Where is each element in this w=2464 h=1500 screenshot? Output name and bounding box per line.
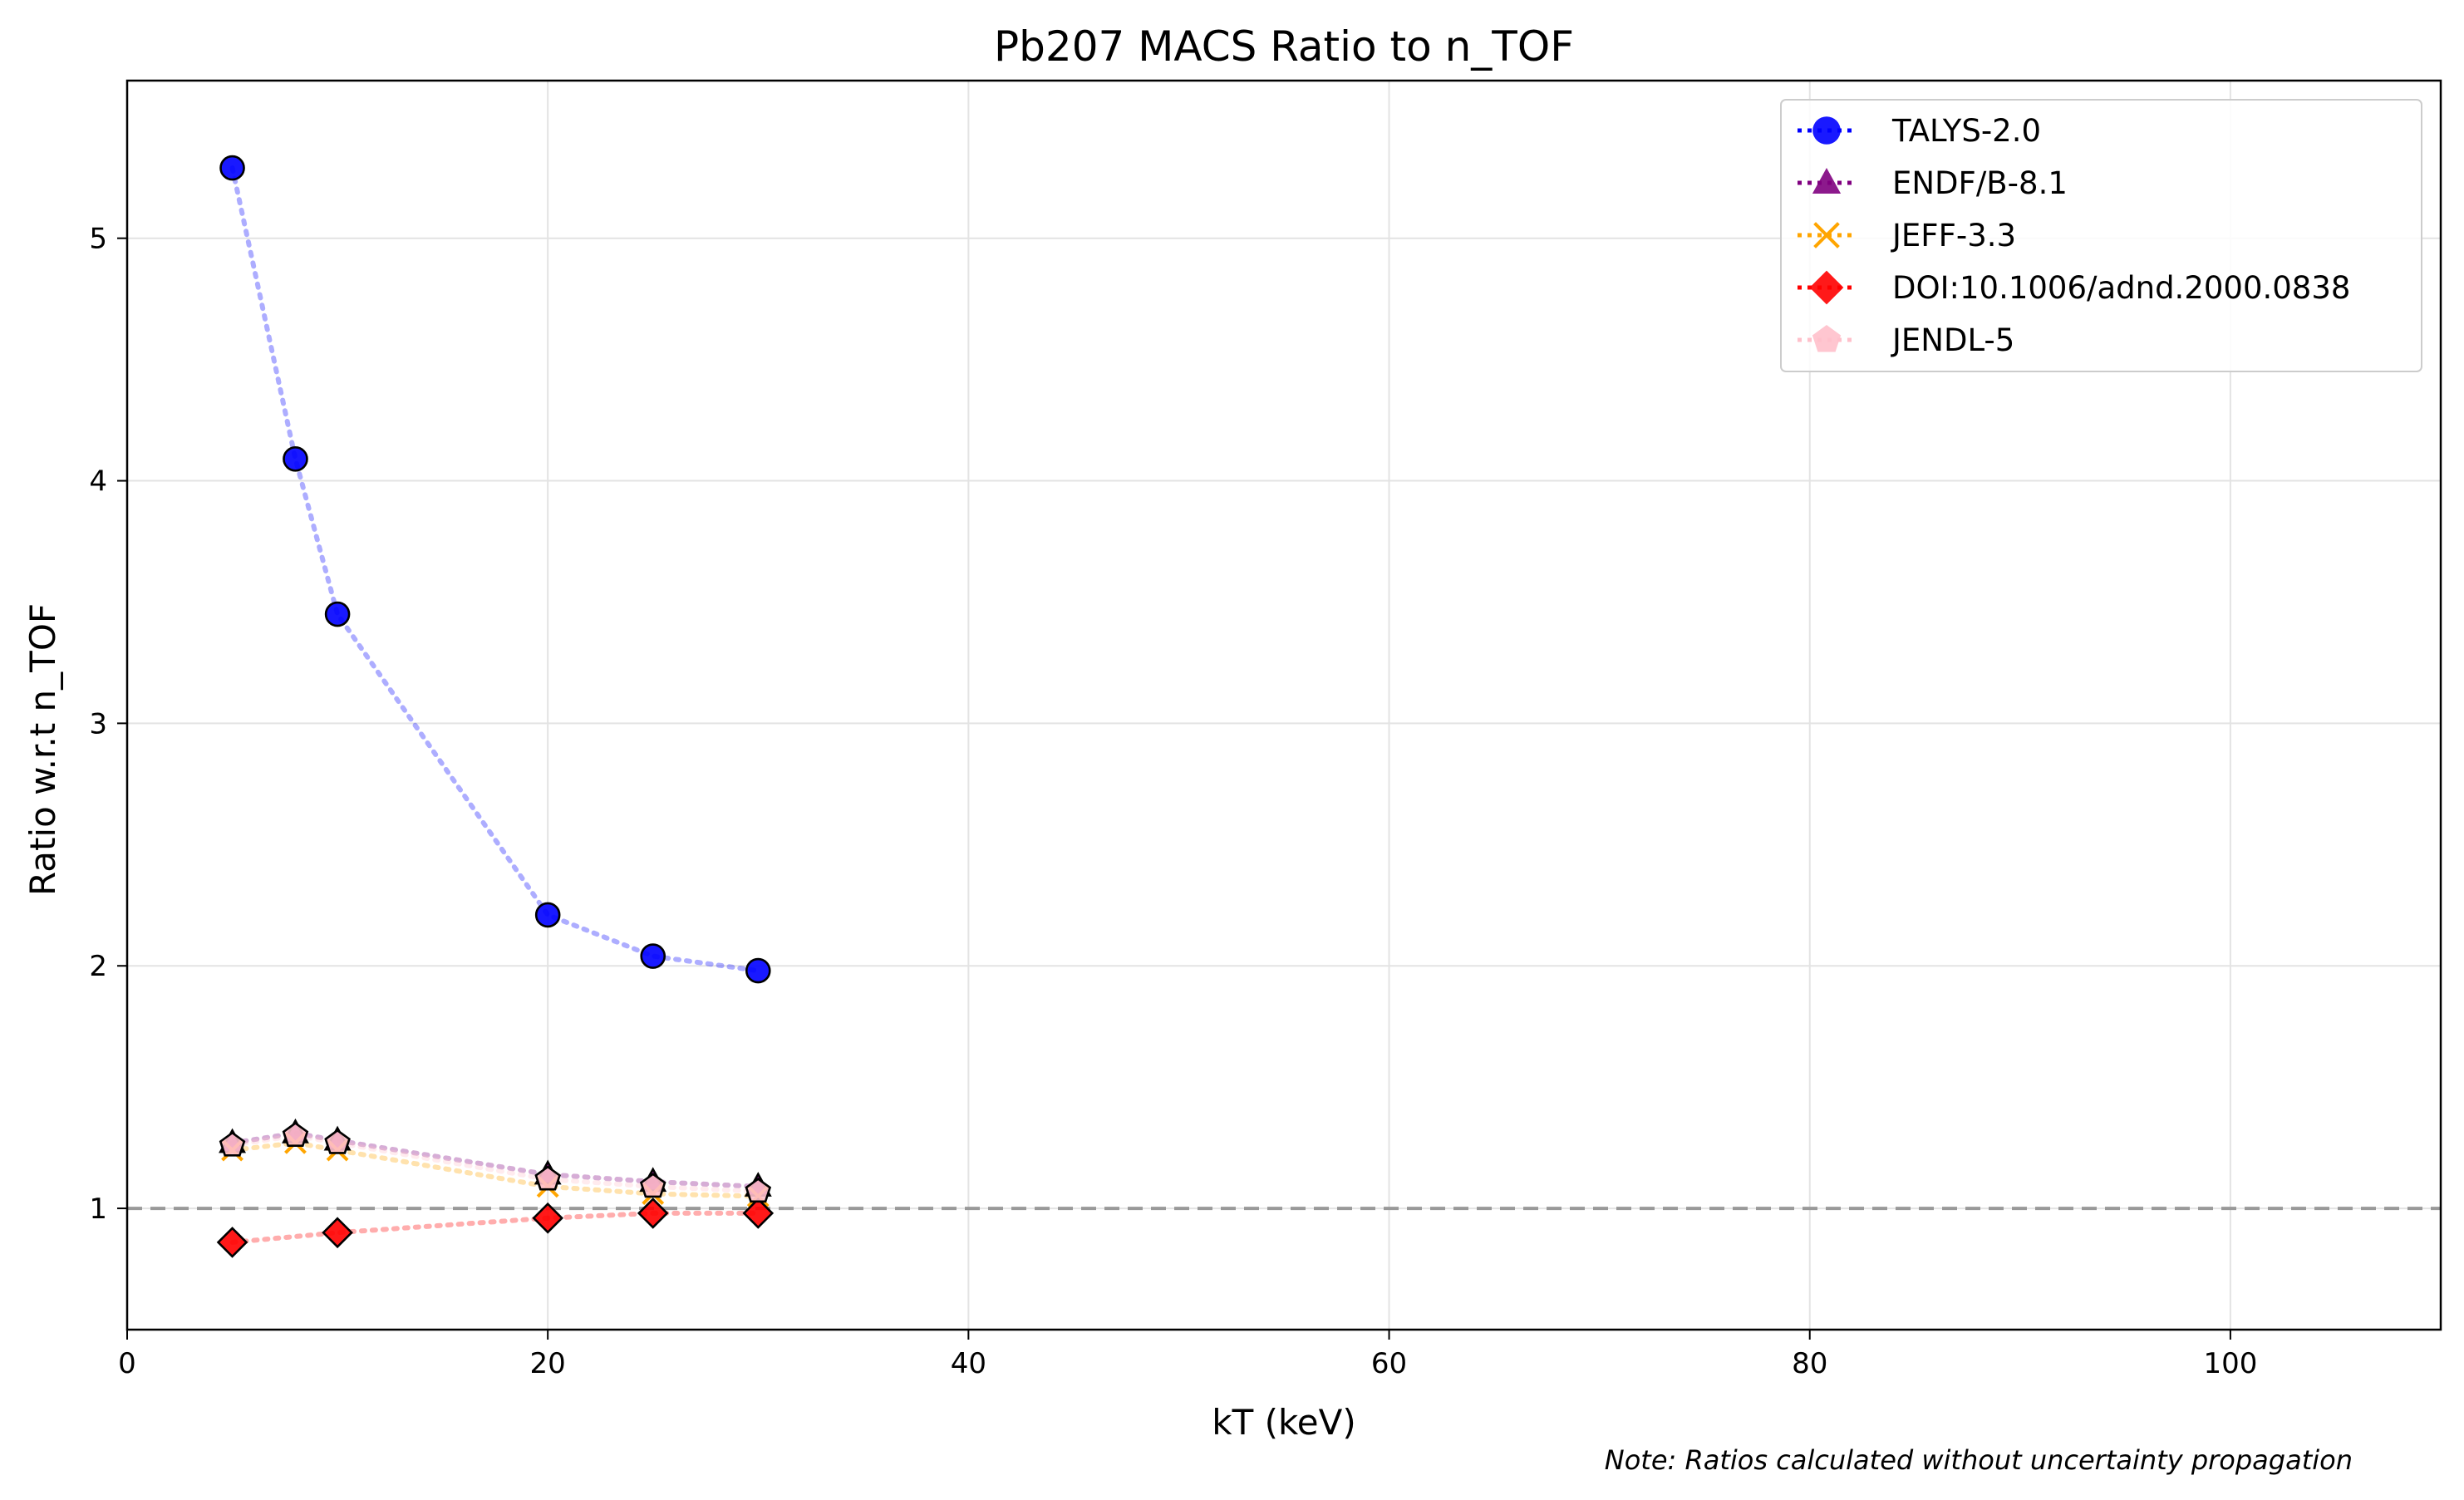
legend-marker-swatch xyxy=(1812,168,1842,194)
legend-box xyxy=(1780,99,2422,372)
legend-label: JEFF-3.3 xyxy=(1891,218,2016,253)
data-point xyxy=(534,902,561,928)
axis-ticks: 0 20 40 60 80 100 1 2 3 4 5 xyxy=(89,223,2257,1380)
series-points-jendl-5 xyxy=(219,1121,772,1203)
data-point xyxy=(282,1121,309,1147)
data-point xyxy=(219,155,245,181)
data-point xyxy=(283,445,308,472)
y-tick-label: 4 xyxy=(89,465,107,499)
legend-label: ENDF/B-8.1 xyxy=(1892,165,2068,201)
data-point xyxy=(745,957,771,984)
data-point xyxy=(216,1227,248,1258)
x-tick-label: 40 xyxy=(951,1347,986,1380)
data-point xyxy=(742,1198,775,1229)
legend-entry: TALYS-2.0 xyxy=(1798,113,2041,149)
legend-label: TALYS-2.0 xyxy=(1891,113,2041,149)
data-point xyxy=(534,1165,561,1191)
data-point xyxy=(219,1131,246,1157)
x-tick-label: 80 xyxy=(1792,1347,1827,1380)
data-point xyxy=(532,1202,564,1234)
data-point xyxy=(745,1178,772,1203)
legend-entry: JEFF-3.3 xyxy=(1798,218,2016,253)
y-tick-label: 3 xyxy=(89,707,107,740)
series-line-talys-2-0 xyxy=(229,165,761,974)
y-tick-label: 2 xyxy=(89,950,107,983)
y-tick-label: 1 xyxy=(89,1193,107,1226)
legend-entry: JENDL-5 xyxy=(1798,322,2014,358)
legend-marker-swatch xyxy=(1812,325,1842,352)
legend-label: JENDL-5 xyxy=(1891,322,2014,358)
series-points-talys-2-0 xyxy=(219,155,771,984)
x-tick-label: 100 xyxy=(2203,1347,2257,1380)
data-point xyxy=(324,601,351,627)
x-marker-stroke xyxy=(1813,222,1840,248)
data-point xyxy=(637,1198,669,1229)
plot-frame xyxy=(125,79,2442,1331)
legend-marker-swatch xyxy=(1812,116,1841,145)
y-axis-title: Ratio w.r.t n_TOF xyxy=(22,603,63,896)
legend: TALYS-2.0 ENDF/B-8.1 JEFF-3.3 DOI:10.1006/a… xyxy=(1780,99,2422,372)
data-point xyxy=(322,1217,353,1249)
footnote: Note: Ratios calculated without uncertai… xyxy=(1605,1444,2353,1476)
legend-marker-swatch xyxy=(1809,270,1844,305)
y-tick-label: 5 xyxy=(89,223,107,256)
series-group xyxy=(216,155,775,1258)
x-tick-label: 20 xyxy=(530,1347,566,1380)
series-line-jeff-3-3 xyxy=(229,1140,761,1199)
x-axis-title: kT (keV) xyxy=(1212,1402,1356,1443)
chart-title: Pb207 MACS Ratio to n_TOF xyxy=(994,22,1574,71)
data-point xyxy=(324,1129,351,1154)
data-point xyxy=(640,943,666,969)
data-point xyxy=(639,1173,666,1198)
legend-entry: DOI:10.1006/adnd.2000.0838 xyxy=(1798,270,2350,306)
legend-entry: ENDF/B-8.1 xyxy=(1798,165,2068,201)
x-tick-label: 0 xyxy=(118,1347,136,1380)
x-tick-label: 60 xyxy=(1371,1347,1407,1380)
legend-marker-swatch xyxy=(1813,222,1840,248)
series-points-doi-10-1006-adnd-2000-0838 xyxy=(216,1198,775,1258)
legend-label: DOI:10.1006/adnd.2000.0838 xyxy=(1892,270,2350,306)
